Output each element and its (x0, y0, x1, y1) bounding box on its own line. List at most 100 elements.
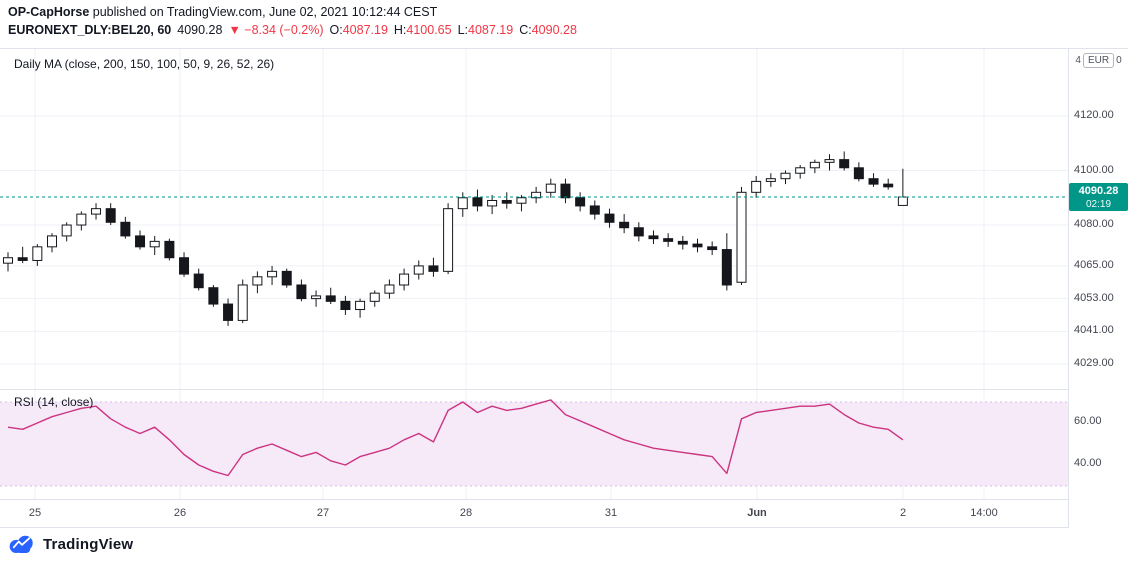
brand-name: TradingView (43, 535, 134, 553)
low-value: 4087.19 (468, 23, 514, 37)
candle-body-up (751, 180, 762, 193)
candle-body-up (765, 178, 776, 182)
candle-body-up (545, 183, 556, 193)
price-axis-unit-row: 4 EUR 0 (1069, 53, 1128, 68)
open-value: 4087.19 (342, 23, 388, 37)
candle-body-down (193, 273, 204, 289)
time-axis[interactable]: 25 26 27 28 31 Jun 2 14:00 (0, 499, 1068, 528)
candle-body-up (531, 191, 542, 199)
price-axis-label: 4080.00 (1074, 218, 1114, 231)
candle-body-up (252, 276, 263, 286)
tradingview-logo-icon (9, 535, 33, 554)
candle-body-up (457, 197, 468, 210)
current-price-tag: 4090.28 02:19 (1069, 183, 1128, 211)
candle-body-up (267, 270, 278, 278)
candle-body-down (589, 205, 600, 215)
candle-body-down (839, 159, 850, 169)
candle-body-down (633, 227, 644, 237)
time-axis-label: 14:00 (970, 507, 998, 519)
candle-body-up (3, 257, 13, 264)
open-label: O: (329, 23, 343, 37)
candlesticks (3, 151, 908, 326)
current-price-value: 4090.28 (1078, 185, 1119, 197)
candle-body-down (868, 178, 879, 185)
candle-body-down (296, 284, 307, 300)
candle-body-down (17, 257, 28, 261)
candle-body-up (824, 159, 835, 163)
candle-body-down (707, 246, 718, 251)
candle-body-down (883, 183, 894, 188)
ma-indicator-label: Daily MA (close, 200, 150, 100, 50, 9, 2… (14, 57, 275, 71)
candle-body-down (208, 287, 219, 305)
candle-body-up (355, 300, 366, 311)
candle-body-down (853, 167, 864, 180)
candle-body-up (311, 295, 322, 300)
candle-body-down (677, 240, 688, 245)
candle-body-down (105, 208, 116, 223)
candle-body-up (91, 208, 102, 215)
candle-body-up (399, 273, 410, 286)
candle-body-up (736, 191, 747, 283)
rsi-indicator-label: RSI (14, close) (14, 395, 94, 409)
candle-body-down (325, 295, 336, 302)
bar-countdown: 02:19 (1085, 199, 1112, 210)
price-axis[interactable]: 4 EUR 0 4120.00 4100.00 4080.00 4065.00 4053… (1068, 49, 1128, 528)
candle-body-up (149, 240, 160, 248)
candle-body-up (369, 292, 380, 302)
time-axis-label: Jun (747, 507, 767, 519)
rsi-axis-label: 60.00 (1074, 415, 1102, 427)
candle-body-up (32, 246, 43, 261)
symbol-title: EURONEXT_DLY:BEL20, 60 (8, 23, 172, 37)
close-label: C: (519, 23, 532, 37)
candle-body-up (897, 196, 908, 206)
candle-body-down (281, 270, 292, 286)
candle-body-up (76, 213, 87, 226)
candle-body-down (120, 221, 131, 237)
candle-body-down (604, 213, 615, 223)
rsi-band (0, 402, 1068, 486)
price-axis-label: 4100.00 (1074, 163, 1114, 176)
axis-partial-label-left: 4 (1075, 55, 1081, 66)
publish-info-line: OP-CapHorse published on TradingView.com… (8, 5, 437, 19)
candle-body-down (619, 221, 630, 229)
currency-unit-button[interactable]: EUR (1082, 53, 1115, 68)
author-name: OP-CapHorse (8, 5, 90, 19)
published-text: published on TradingView.com, June 02, 2… (89, 5, 438, 19)
candle-body-up (795, 167, 806, 174)
high-value: 4100.65 (406, 23, 452, 37)
price-axis-label: 4029.00 (1074, 357, 1114, 370)
footer-brand-bar[interactable]: TradingView (8, 533, 133, 555)
time-axis-label: 2 (899, 507, 907, 519)
candle-body-down (223, 303, 234, 321)
candle-body-down (428, 265, 439, 272)
price-axis-label: 4120.00 (1074, 109, 1114, 121)
candle-body-down (663, 238, 674, 242)
rsi-pane[interactable] (0, 389, 1068, 500)
time-axis-label: 26 (173, 507, 187, 519)
candle-body-down (472, 197, 483, 207)
candle-body-down (575, 197, 586, 207)
candle-body-down (135, 235, 146, 248)
high-label: H: (393, 23, 407, 37)
candle-body-up (237, 284, 248, 321)
candle-body-down (721, 249, 732, 286)
candle-body-up (487, 199, 498, 207)
candle-body-down (560, 183, 571, 199)
candle-body-up (809, 161, 820, 169)
candlestick-pane[interactable] (0, 49, 1068, 389)
candle-body-up (47, 235, 58, 248)
price-axis-label: 4053.00 (1074, 291, 1114, 304)
candle-body-down (164, 240, 175, 259)
rsi-line (7, 399, 904, 477)
axis-partial-label-right: 0 (1116, 55, 1122, 66)
candle-body-down (692, 243, 703, 248)
candle-body-up (780, 172, 791, 180)
candle-body-down (179, 257, 190, 275)
vertical-gridlines (34, 49, 985, 389)
horizontal-gridlines (0, 115, 1068, 365)
time-axis-label: 31 (604, 507, 618, 519)
low-label: L: (457, 23, 469, 37)
chart-region: Daily MA (close, 200, 150, 100, 50, 9, 2… (0, 48, 1128, 528)
close-value: 4090.28 (531, 23, 577, 37)
